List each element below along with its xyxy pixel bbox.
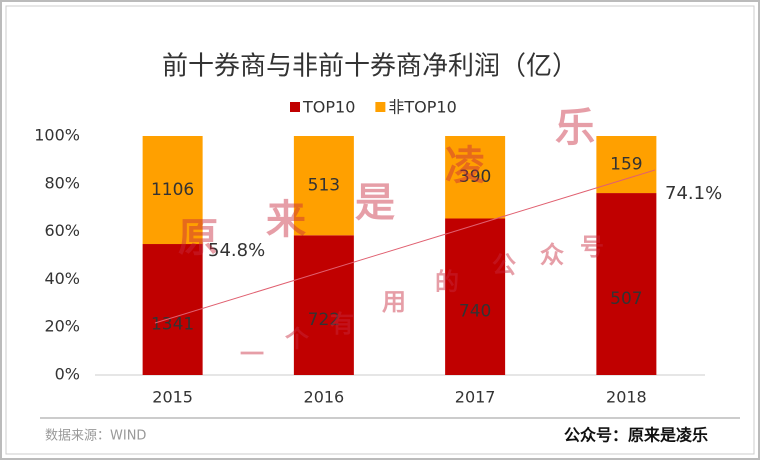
legend-swatch [290, 102, 300, 112]
footer: 公众号：原来是凌乐 [564, 426, 708, 445]
x-tick-label: 2015 [152, 388, 193, 407]
data-label: 722 [308, 310, 340, 330]
y-tick-label: 40% [44, 269, 80, 288]
y-tick-label: 60% [44, 221, 80, 240]
data-label: 1341 [151, 315, 194, 335]
bar-segment [293, 235, 354, 375]
y-tick-label: 0% [55, 365, 80, 384]
bar-segment [142, 136, 203, 245]
legend-label: 非TOP10 [388, 98, 456, 117]
chart-title: 前十券商与非前十券商净利润（亿） [162, 52, 578, 82]
data-label: 740 [459, 302, 491, 322]
bar-segment [142, 244, 203, 375]
x-tick-label: 2018 [606, 388, 647, 407]
annotation: 74.1% [665, 183, 722, 204]
data-label: 1106 [151, 180, 194, 200]
y-tick-label: 20% [44, 317, 80, 336]
trend-line [154, 169, 656, 324]
y-tick-label: 100% [34, 126, 80, 145]
data-label: 390 [459, 167, 491, 187]
annotation: 54.8% [208, 240, 265, 261]
data-label: 507 [610, 289, 642, 309]
bar-segment [445, 218, 506, 375]
legend-label: TOP10 [302, 98, 355, 117]
x-tick-label: 2017 [455, 388, 496, 407]
bar-segment [596, 193, 657, 375]
data-label: 513 [308, 176, 340, 196]
inner-frame [5, 5, 755, 455]
bar-segment [596, 136, 657, 194]
source: 数据来源：WIND [45, 429, 146, 444]
bar-segment [293, 136, 354, 236]
bar-segment [445, 136, 506, 219]
data-label: 159 [610, 155, 642, 175]
legend-swatch [375, 102, 386, 112]
x-tick-label: 2016 [304, 388, 345, 407]
y-tick-label: 80% [44, 173, 80, 192]
